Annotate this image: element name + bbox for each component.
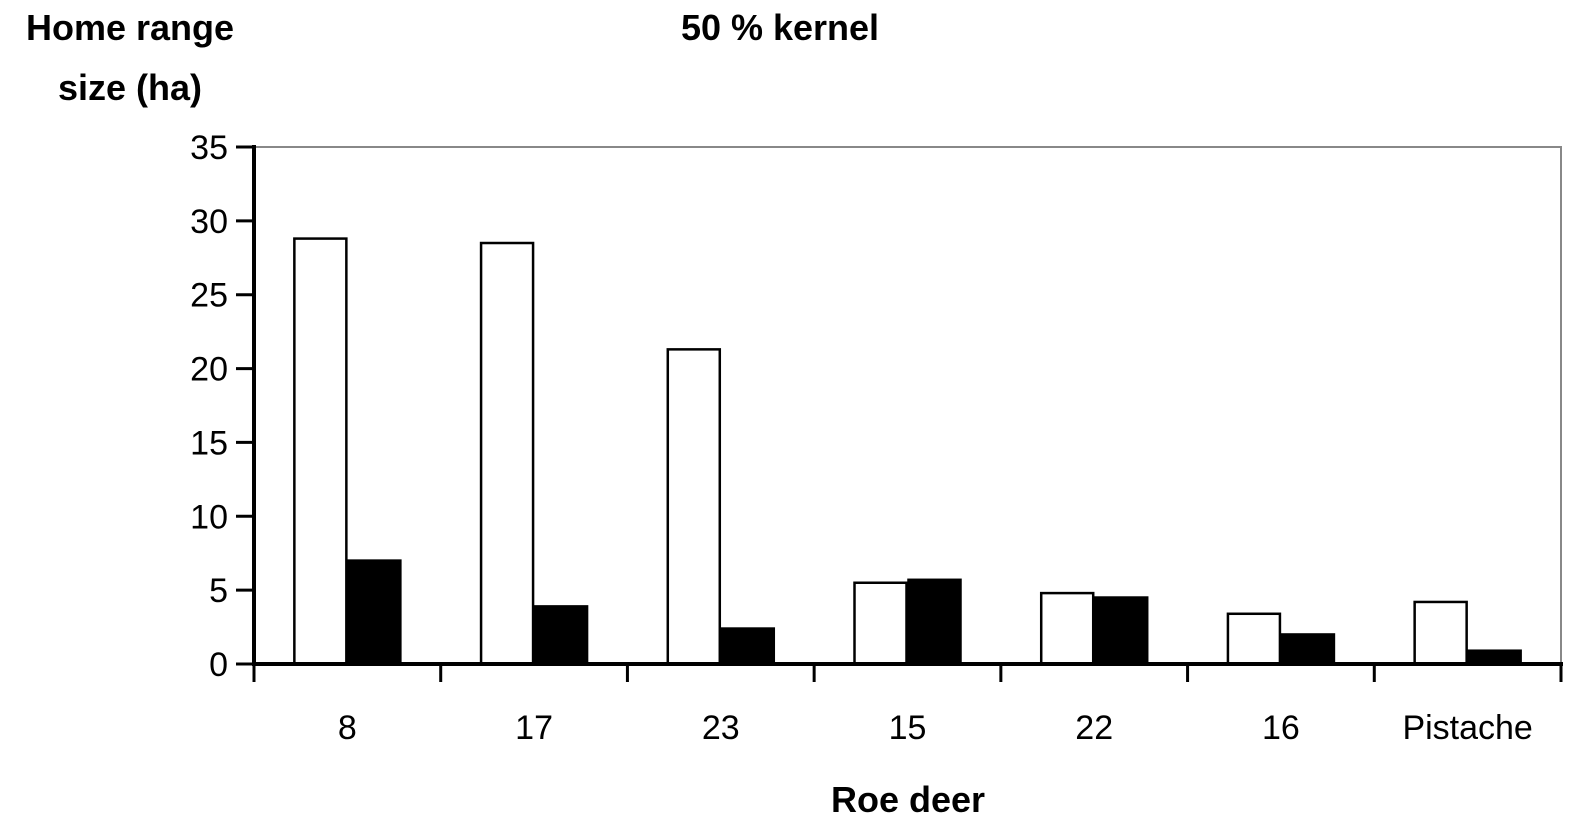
bar-series-2-17 [533,605,589,666]
bar-series-1-17 [479,241,535,666]
bar-series-2-8 [347,559,402,666]
x-tick-label: 8 [338,709,357,747]
bar-series-1-23 [666,348,722,666]
y-tick-label: 30 [190,203,228,241]
x-tick-label: Pistache [1402,709,1532,747]
chart-title: 50 % kernel [681,7,879,48]
bar-series-1-8 [293,237,348,666]
y-tick-label: 10 [190,498,228,536]
y-ticks-group: 0 5 10 15 20 25 30 35 [190,129,254,684]
x-tick-label: 15 [889,709,927,747]
bar-series-1-15 [853,581,908,666]
y-tick-label: 35 [190,129,228,167]
bar-series-2-16 [1280,633,1336,666]
y-axis-label-line-1: Home range [26,7,234,48]
x-tick-label: 17 [515,709,553,747]
bar-series-1-16 [1226,612,1282,666]
bar-series-2-15 [907,578,962,666]
y-tick-label: 20 [190,351,228,389]
bar-series-2-23 [720,627,776,666]
y-tick-label: 15 [190,424,228,462]
x-ticks-group: 8 17 23 15 22 16 Pistache [252,664,1563,747]
x-tick-label: 22 [1075,709,1113,747]
bars-group [293,237,1522,666]
bar-series-1-22 [1039,591,1095,666]
bar-series-1-pistache [1413,600,1468,666]
y-axis-label-line-2: size (ha) [58,67,202,108]
bar-series-2-22 [1093,596,1149,666]
y-tick-label: 5 [209,572,228,610]
x-tick-label: 16 [1262,709,1300,747]
y-tick-label: 0 [209,646,228,684]
y-tick-label: 25 [190,277,228,315]
x-tick-label: 23 [702,709,740,747]
x-axis-label: Roe deer [831,779,985,820]
